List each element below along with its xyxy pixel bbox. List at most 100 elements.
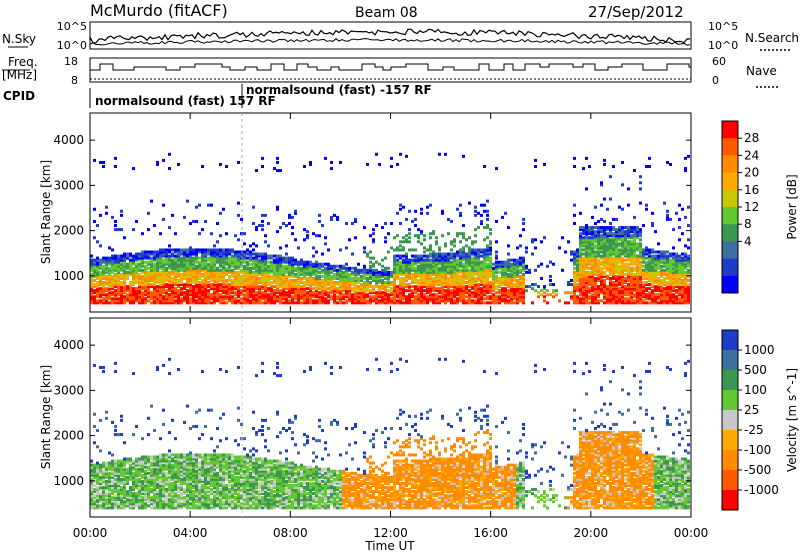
- heatmap-cell: [462, 258, 465, 262]
- heatmap-cell: [303, 295, 306, 299]
- heatmap-cell: [648, 266, 651, 270]
- heatmap-cell: [570, 291, 573, 295]
- heatmap-cell: [588, 295, 591, 299]
- heatmap-cell: [387, 289, 390, 293]
- heatmap-cell: [231, 258, 234, 262]
- heatmap-cell: [471, 278, 474, 282]
- heatmap-cell: [435, 270, 438, 274]
- heatmap-cell: [165, 276, 168, 280]
- heatmap-cell: [222, 274, 225, 278]
- heatmap-cell: [312, 272, 315, 276]
- heatmap-cell: [237, 201, 240, 205]
- heatmap-cell: [174, 291, 177, 295]
- heatmap-cell: [579, 246, 582, 250]
- heatmap-cell: [633, 256, 636, 260]
- heatmap-cell: [306, 293, 309, 297]
- heatmap-cell: [585, 244, 588, 248]
- heatmap-cell: [435, 293, 438, 297]
- heatmap-cell: [495, 278, 498, 282]
- heatmap-cell: [522, 295, 525, 299]
- heatmap-cell: [501, 278, 504, 282]
- heatmap-cell: [234, 270, 237, 274]
- heatmap-cell: [594, 295, 597, 299]
- heatmap-cell: [429, 299, 432, 303]
- heatmap-cell: [618, 230, 621, 234]
- heatmap-cell: [423, 278, 426, 282]
- heatmap-cell: [183, 215, 186, 219]
- heatmap-cell: [201, 264, 204, 268]
- heatmap-cell: [237, 262, 240, 266]
- heatmap-cell: [258, 278, 261, 282]
- heatmap-cell: [462, 256, 465, 260]
- heatmap-cell: [498, 299, 501, 303]
- heatmap-cell: [438, 266, 441, 270]
- heatmap-cell: [582, 236, 585, 240]
- heatmap-cell: [315, 264, 318, 268]
- heatmap-cell: [570, 252, 573, 256]
- heatmap-cell: [666, 274, 669, 278]
- heatmap-cell: [126, 272, 129, 276]
- heatmap-cell: [321, 297, 324, 301]
- heatmap-cell: [606, 236, 609, 240]
- velocity-heatmap-cells: [90, 357, 690, 510]
- heatmap-cell: [666, 160, 669, 164]
- heatmap-cell: [588, 226, 591, 230]
- heatmap-cell: [510, 297, 513, 301]
- heatmap-cell: [627, 228, 630, 232]
- heatmap-cell: [150, 295, 153, 299]
- heatmap-cell: [177, 278, 180, 282]
- heatmap-cell: [624, 281, 627, 285]
- heatmap-cell: [609, 266, 612, 270]
- heatmap-cell: [183, 248, 186, 252]
- heatmap-cell: [393, 281, 396, 285]
- heatmap-cell: [582, 291, 585, 295]
- heatmap-cell: [345, 221, 348, 225]
- heatmap-cell: [273, 270, 276, 274]
- heatmap-cell: [621, 289, 624, 293]
- heatmap-cell: [654, 230, 657, 234]
- heatmap-cell: [279, 278, 282, 282]
- heatmap-cell: [120, 281, 123, 285]
- heatmap-cell: [591, 258, 594, 262]
- heatmap-cell: [222, 281, 225, 285]
- heatmap-cell: [675, 281, 678, 285]
- heatmap-cell: [594, 240, 597, 244]
- heatmap-cell: [195, 276, 198, 280]
- heatmap-cell: [102, 370, 105, 374]
- heatmap-cell: [282, 268, 285, 272]
- heatmap-cell: [225, 285, 228, 289]
- heatmap-cell: [96, 264, 99, 268]
- heatmap-cell: [339, 274, 342, 278]
- heatmap-cell: [423, 299, 426, 303]
- heatmap-cell: [672, 278, 675, 282]
- heatmap-cell: [141, 256, 144, 260]
- heatmap-cell: [657, 276, 660, 280]
- heatmap-cell: [441, 285, 444, 289]
- heatmap-cell: [135, 272, 138, 276]
- heatmap-cell: [612, 299, 615, 303]
- heatmap-cell: [600, 299, 603, 303]
- frequency-trace: [90, 63, 691, 71]
- heatmap-cell: [573, 270, 576, 274]
- heatmap-cell: [387, 276, 390, 280]
- heatmap-cell: [567, 240, 570, 244]
- heatmap-cell: [108, 262, 111, 266]
- heatmap-cell: [408, 272, 411, 276]
- heatmap-cell: [345, 274, 348, 278]
- heatmap-cell: [654, 266, 657, 270]
- heatmap-cell: [393, 291, 396, 295]
- heatmap-cell: [135, 281, 138, 285]
- heatmap-cell: [201, 289, 204, 293]
- heatmap-cell: [477, 258, 480, 262]
- heatmap-cell: [423, 268, 426, 272]
- heatmap-cell: [396, 260, 399, 264]
- heatmap-cell: [189, 266, 192, 270]
- heatmap-cell: [309, 297, 312, 301]
- heatmap-cell: [633, 242, 636, 246]
- heatmap-cell: [522, 262, 525, 266]
- heatmap-cell: [255, 295, 258, 299]
- heatmap-cell: [636, 270, 639, 274]
- heatmap-cell: [417, 281, 420, 285]
- heatmap-cell: [465, 270, 468, 274]
- heatmap-cell: [351, 221, 354, 225]
